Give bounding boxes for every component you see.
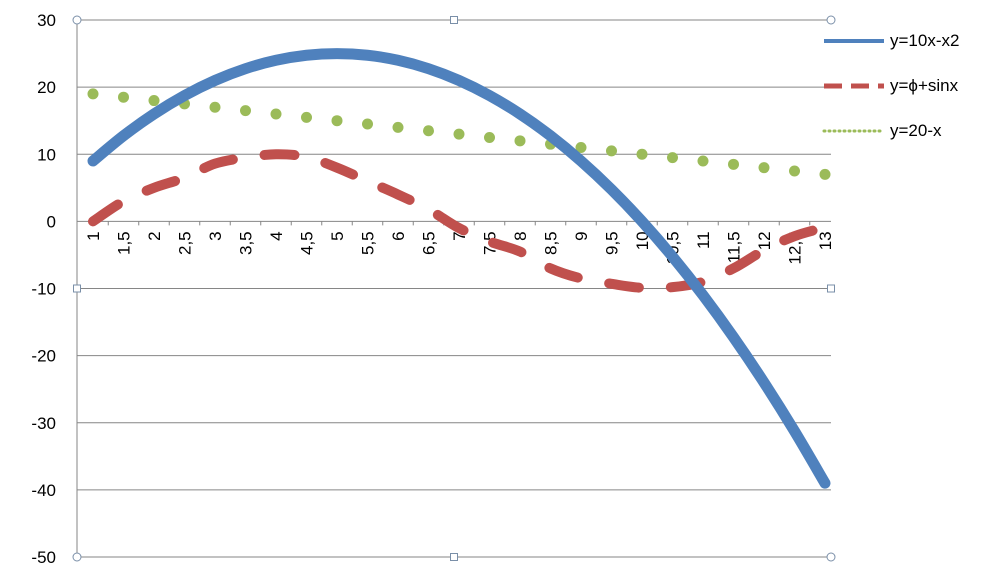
legend-swatch-1 [824,38,884,43]
series-3-point [789,165,800,177]
legend-label-1: y=10x-x2 [890,30,960,50]
y-tick-label: -10 [31,280,56,299]
y-tick-label: 20 [37,78,56,97]
series-3-point [392,121,404,133]
series-3-point [697,155,709,167]
series-3-point [362,118,373,130]
series-3-point [758,162,770,174]
series-3-point [819,168,831,180]
x-tick-label: 10 [633,231,652,250]
series-3-point [270,108,282,120]
legend-swatch-2 [824,83,884,88]
x-tick-label: 4 [267,231,286,240]
resize-handle[interactable] [450,16,458,24]
plot-area-selection-handles[interactable] [72,15,836,562]
x-tick-label: 1,5 [115,231,134,255]
resize-handle[interactable] [72,15,82,25]
series-3-point [148,95,160,107]
x-tick-label: 6,5 [420,231,439,255]
series-3-point [606,145,617,157]
series-3-point [575,142,587,154]
y-tick-label: -20 [31,347,56,366]
x-tick-label: 11 [694,231,713,249]
resize-handle[interactable] [827,284,835,293]
x-tick-label: 8,5 [542,231,561,255]
series-3-point [87,88,99,100]
x-tick-label: 4,5 [298,231,317,255]
series-3-point [331,115,343,127]
x-tick-label: 9 [572,231,591,240]
gridlines [76,19,831,558]
y-tick-label: 0 [47,212,56,231]
x-tick-label: 3 [206,231,225,240]
x-tick-label: 7 [450,231,469,240]
series-3-point [209,101,221,113]
legend-item-3: y=20-x [822,108,992,153]
series-3-point [118,91,129,103]
x-tick-label: 5,5 [359,231,378,255]
x-tick-label: 8 [511,231,530,240]
x-tick-label: 2 [145,231,164,240]
series-3-point [636,148,648,160]
series-1-line [87,48,831,489]
x-tick-label: 1 [84,231,103,240]
legend-swatch-3 [822,129,886,132]
legend-label-3: y=20-x [890,120,942,140]
y-tick-label: 10 [37,145,56,164]
x-tick-label: 5 [328,231,347,240]
legend-label-2: y=ϕ+sinx [890,75,959,95]
resize-handle[interactable] [826,15,836,25]
series-2-line [88,149,830,294]
series-lines [87,48,831,489]
y-axis-ticks: 30 20 10 0 -10 -20 -30 -40 -50 [31,11,56,567]
series-3-point [728,158,739,170]
series-3-point [514,135,526,147]
legend-item-2: y=ϕ+sinx [822,63,992,108]
series-3-point [453,128,465,140]
resize-handle[interactable] [73,284,81,293]
y-tick-label: -50 [31,548,56,567]
series-3-point [240,105,251,117]
series-3-point [301,111,312,123]
resize-handle[interactable] [72,552,82,562]
x-tick-label: 12 [755,231,774,250]
x-tick-label: 3,5 [237,231,256,255]
y-tick-label: -40 [31,481,56,500]
series-3-point [423,125,434,137]
x-tick-label: 13 [816,231,835,250]
resize-handle[interactable] [826,552,836,562]
x-tick-label: 2,5 [176,231,195,255]
resize-handle[interactable] [450,553,458,561]
x-tick-label: 9,5 [603,231,622,255]
y-tick-label: 30 [37,11,56,30]
x-tick-label: 11,5 [725,231,744,263]
x-tick-label: 6 [389,231,408,240]
legend: y=10x-x2 y=ϕ+sinx y=20-x [822,18,992,153]
series-3-point [667,152,678,164]
y-tick-label: -30 [31,414,56,433]
series-3-point [484,131,495,143]
legend-item-1: y=10x-x2 [822,18,992,63]
